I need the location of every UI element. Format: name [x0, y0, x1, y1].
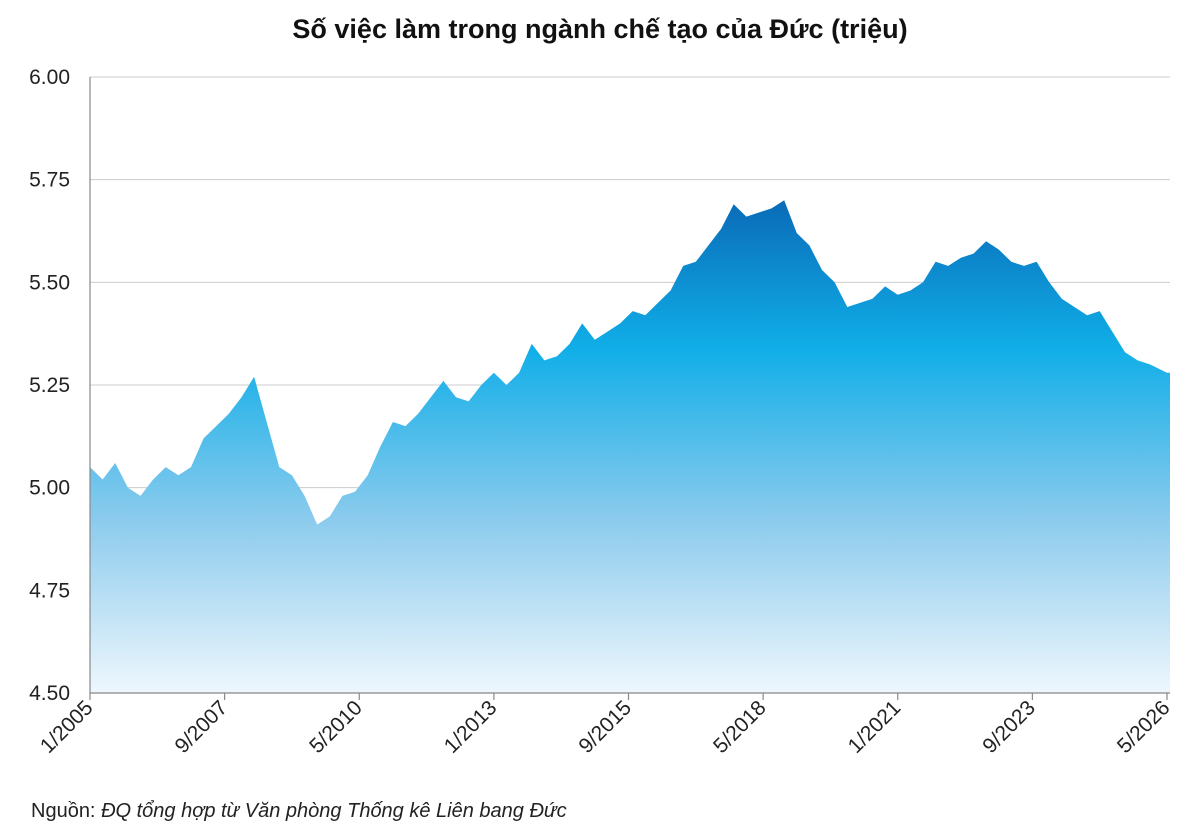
- x-tick-label: 1/2021: [844, 696, 906, 758]
- y-tick-label: 4.50: [29, 682, 70, 705]
- x-tick-label: 9/2015: [574, 696, 636, 758]
- y-tick-label: 5.25: [29, 374, 70, 397]
- x-axis-ticks: 1/2005 9/2007 5/2010 1/2013 9/2015 5/2018 1/20…: [36, 693, 1175, 758]
- chart-title: Số việc làm trong ngành chế tạo của Đức …: [292, 14, 908, 44]
- source-text: ĐQ tổng hợp từ Văn phòng Thống kê Liên b…: [101, 800, 567, 822]
- x-tick-label: 9/2007: [170, 696, 232, 758]
- x-tick-label: 9/2023: [978, 696, 1040, 758]
- y-tick-label: 5.50: [29, 271, 70, 294]
- source-label: Nguồn:: [31, 800, 96, 822]
- y-tick-label: 6.00: [29, 66, 70, 89]
- y-axis-ticks: 6.00 5.75 5.50 5.25 5.00 4.75 4.50: [29, 66, 70, 705]
- x-tick-label: 5/2010: [305, 696, 367, 758]
- x-tick-label: 5/2018: [709, 696, 771, 758]
- y-tick-label: 5.75: [29, 169, 70, 192]
- y-tick-label: 4.75: [29, 579, 70, 602]
- x-tick-label: 1/2005: [36, 696, 98, 758]
- series-area: [90, 200, 1170, 693]
- x-tick-label: 5/2026: [1113, 696, 1175, 758]
- area-chart: 6.00 5.75 5.50 5.25 5.00 4.75 4.50 1/2005 9/200…: [29, 66, 1175, 758]
- x-tick-label: 1/2013: [440, 696, 502, 758]
- axes: [89, 77, 1170, 694]
- source-note: Nguồn: ĐQ tổng hợp từ Văn phòng Thống kê…: [31, 800, 567, 823]
- y-tick-label: 5.00: [29, 477, 70, 500]
